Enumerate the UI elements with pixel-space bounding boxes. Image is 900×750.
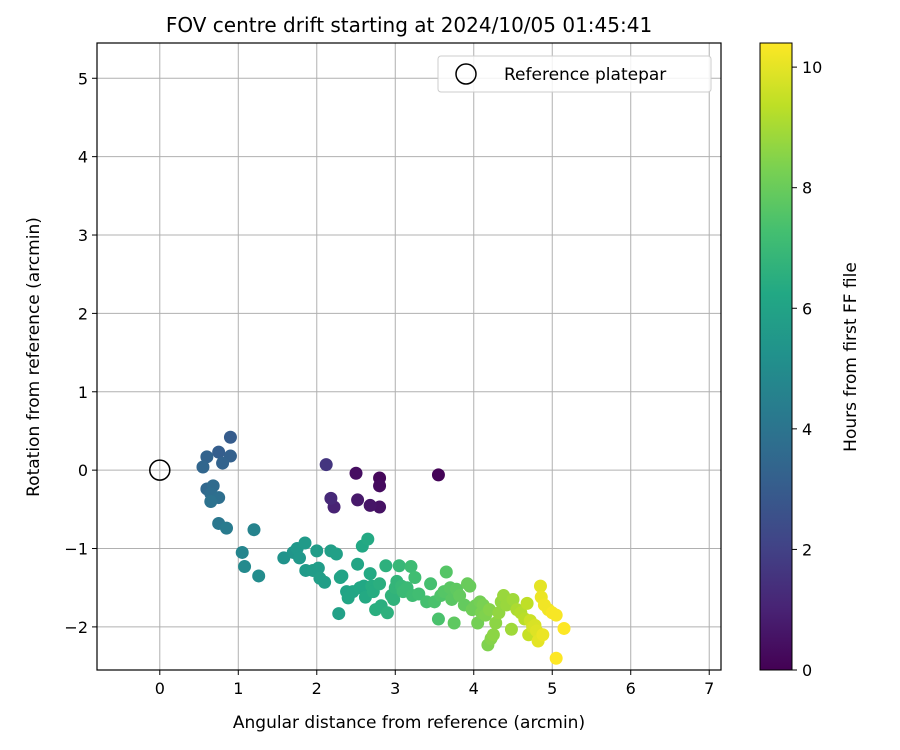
scatter-point bbox=[220, 521, 234, 535]
x-tick-label: 4 bbox=[469, 679, 479, 698]
scatter-point bbox=[311, 561, 325, 575]
y-axis-label: Rotation from reference (arcmin) bbox=[24, 217, 44, 497]
scatter-point bbox=[373, 577, 387, 591]
scatter-point bbox=[298, 536, 312, 550]
scatter-point bbox=[329, 547, 343, 561]
y-tick-label: 1 bbox=[78, 383, 88, 402]
scatter-point bbox=[404, 560, 418, 574]
scatter-point bbox=[549, 608, 563, 622]
scatter-point bbox=[252, 569, 266, 583]
scatter-point bbox=[363, 567, 377, 581]
scatter-point bbox=[557, 621, 571, 635]
x-tick-label: 7 bbox=[704, 679, 714, 698]
x-tick-label: 1 bbox=[233, 679, 243, 698]
scatter-point bbox=[387, 592, 401, 606]
reference-point-marker bbox=[149, 459, 171, 481]
x-tick-label: 3 bbox=[390, 679, 400, 698]
scatter-point bbox=[349, 466, 363, 480]
colorbar: 0 2 4 6 8 10 Hours from first FF file bbox=[759, 42, 861, 680]
scatter-point bbox=[361, 532, 375, 546]
scatter-point bbox=[319, 458, 333, 472]
scatter-point bbox=[489, 616, 503, 630]
scatter-point bbox=[392, 559, 406, 573]
x-axis-label: Angular distance from reference (arcmin) bbox=[233, 713, 585, 733]
scatter-point bbox=[447, 616, 461, 630]
y-tick-label: −1 bbox=[64, 540, 88, 559]
legend: Reference platepar bbox=[437, 55, 712, 93]
scatter-point bbox=[196, 460, 210, 474]
scatter-point bbox=[235, 545, 249, 559]
scatter-point bbox=[216, 456, 230, 470]
scatter-point bbox=[408, 571, 422, 585]
scatter-point bbox=[431, 612, 445, 626]
colorbar-tick-label: 8 bbox=[802, 179, 812, 198]
scatter-point bbox=[533, 579, 547, 593]
scatter-point bbox=[504, 622, 518, 636]
legend-box bbox=[437, 55, 712, 93]
scatter-point bbox=[431, 468, 445, 482]
legend-marker-icon bbox=[455, 63, 477, 85]
scatter-point bbox=[293, 551, 307, 565]
scatter-point bbox=[363, 498, 377, 512]
scatter-point bbox=[463, 579, 477, 593]
scatter-point bbox=[380, 606, 394, 620]
scatter-point bbox=[536, 628, 550, 642]
y-tick-label: 0 bbox=[78, 461, 88, 480]
colorbar-tick-label: 2 bbox=[802, 540, 812, 559]
scatter-point bbox=[373, 479, 387, 493]
scatter-point bbox=[238, 560, 252, 574]
scatter-point bbox=[310, 544, 324, 558]
colorbar-tick-label: 4 bbox=[802, 420, 812, 439]
scatter-point bbox=[277, 551, 291, 565]
x-tick-label: 2 bbox=[312, 679, 322, 698]
scatter-point bbox=[212, 445, 226, 459]
y-tick-label: 3 bbox=[78, 226, 88, 245]
legend-label: Reference platepar bbox=[504, 65, 666, 85]
y-tick-label: −2 bbox=[64, 618, 88, 637]
y-tick-label: 2 bbox=[78, 304, 88, 323]
colorbar-tick-label: 0 bbox=[802, 661, 812, 680]
scatter-point bbox=[439, 565, 453, 579]
scatter-point bbox=[324, 491, 338, 505]
y-tick-label: 5 bbox=[78, 69, 88, 88]
scatter-points bbox=[196, 430, 571, 665]
scatter-point bbox=[486, 628, 500, 642]
scatter-point bbox=[424, 577, 438, 591]
y-axis-ticks: −2 −1 0 1 2 3 4 5 bbox=[64, 69, 97, 637]
plot-frame bbox=[96, 42, 722, 671]
colorbar-tick-label: 6 bbox=[802, 299, 812, 318]
scatter-point bbox=[351, 557, 365, 571]
colorbar-tick-label: 10 bbox=[802, 58, 822, 77]
chart-title: FOV centre drift starting at 2024/10/05 … bbox=[166, 13, 652, 37]
scatter-point bbox=[332, 607, 346, 621]
scatter-point bbox=[520, 596, 534, 610]
x-tick-label: 6 bbox=[626, 679, 636, 698]
scatter-point bbox=[549, 651, 563, 665]
scatter-point bbox=[247, 523, 261, 537]
scatter-point bbox=[200, 450, 214, 464]
colorbar-gradient bbox=[759, 42, 793, 671]
x-tick-label: 0 bbox=[155, 679, 165, 698]
colorbar-label: Hours from first FF file bbox=[841, 262, 861, 452]
scatter-point bbox=[223, 430, 237, 444]
x-axis-ticks: 0 1 2 3 4 5 6 7 bbox=[155, 670, 714, 698]
y-tick-label: 4 bbox=[78, 148, 88, 167]
scatter-point bbox=[318, 575, 332, 589]
scatter-point bbox=[379, 559, 393, 573]
x-tick-label: 5 bbox=[547, 679, 557, 698]
scatter-point bbox=[506, 592, 520, 606]
scatter-point bbox=[204, 494, 218, 508]
scatter-point bbox=[335, 569, 349, 583]
colorbar-ticks: 0 2 4 6 8 10 bbox=[792, 58, 822, 680]
scatter-point bbox=[351, 493, 365, 507]
